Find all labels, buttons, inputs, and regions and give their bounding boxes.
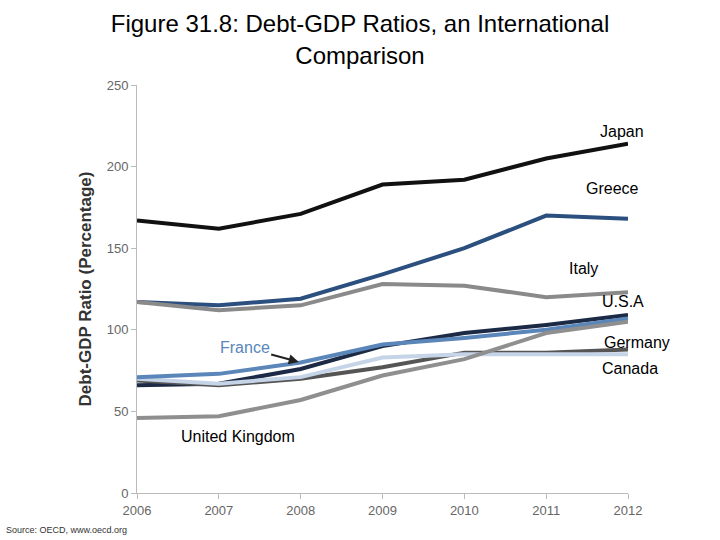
svg-text:Source: OECD, www.oecd.org: Source: OECD, www.oecd.org — [6, 525, 127, 535]
svg-text:2007: 2007 — [204, 503, 233, 518]
svg-text:Greece: Greece — [586, 180, 639, 197]
svg-text:Japan: Japan — [600, 123, 644, 140]
svg-text:2009: 2009 — [368, 503, 397, 518]
svg-text:Figure 31.8: Debt-GDP Ratios,: Figure 31.8: Debt-GDP Ratios, an Interna… — [111, 10, 610, 68]
svg-text:2006: 2006 — [123, 503, 152, 518]
svg-text:France: France — [220, 339, 270, 356]
svg-text:0: 0 — [121, 486, 128, 501]
svg-text:Germany: Germany — [604, 334, 670, 351]
svg-text:Debt-GDP Ratio (Percentage): Debt-GDP Ratio (Percentage) — [76, 172, 95, 407]
svg-text:Italy: Italy — [569, 260, 598, 277]
svg-text:150: 150 — [107, 241, 129, 256]
svg-text:2012: 2012 — [614, 503, 643, 518]
svg-text:200: 200 — [107, 159, 129, 174]
svg-text:2008: 2008 — [286, 503, 315, 518]
svg-text:50: 50 — [114, 404, 128, 419]
svg-text:U.S.A: U.S.A — [602, 293, 644, 310]
svg-text:United Kingdom: United Kingdom — [181, 428, 295, 445]
svg-text:2011: 2011 — [532, 503, 560, 518]
svg-text:250: 250 — [107, 78, 129, 93]
svg-text:2010: 2010 — [450, 503, 479, 518]
svg-text:100: 100 — [107, 322, 129, 337]
svg-text:Canada: Canada — [602, 360, 658, 377]
